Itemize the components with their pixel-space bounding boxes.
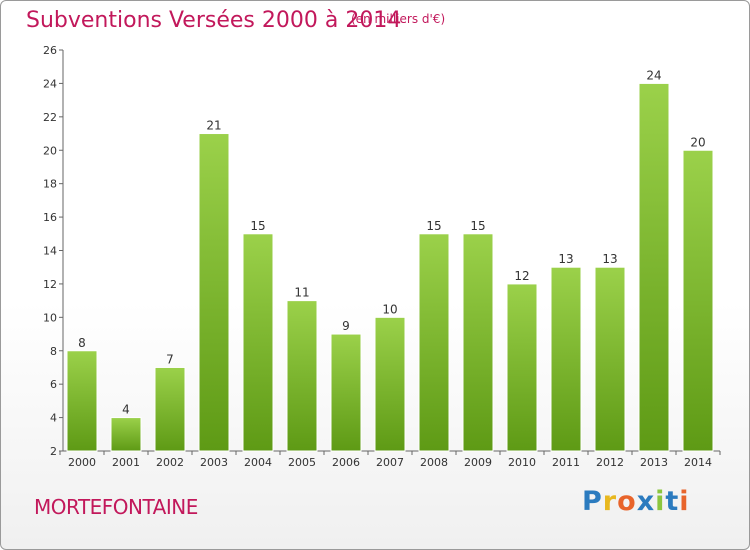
x-tick-label-2002: 2002 [156,456,184,469]
bar-2006 [330,333,362,452]
bar-2000 [66,350,98,452]
bar-2011 [550,266,582,452]
chart-subtitle: (en milliers d'€) [351,12,446,26]
y-tick-label: 12 [43,278,57,291]
data-label-2010: 12 [514,269,529,283]
data-label-2006: 9 [342,319,350,333]
data-label-2005: 11 [294,286,309,300]
data-label-2012: 13 [602,252,617,266]
data-label-2000: 8 [78,336,86,350]
data-label-2004: 15 [250,219,265,233]
x-tick-label-2003: 2003 [200,456,228,469]
bar-2007 [374,316,406,452]
y-tick-label: 10 [43,311,57,324]
x-tick-label-2010: 2010 [508,456,536,469]
data-label-2009: 15 [470,219,485,233]
chart-labels: 8 2000 4 2001 7 2002 21 2003 15 2004 11 2005 9 2006 10… [68,68,712,469]
y-tick-label: 18 [43,178,57,191]
y-tick-label: 22 [43,111,57,124]
bar-2014 [682,149,714,452]
data-label-2001: 4 [122,403,130,417]
x-tick-label-2007: 2007 [376,456,404,469]
x-tick-label-2008: 2008 [420,456,448,469]
data-label-2014: 20 [690,135,705,149]
data-label-2013: 24 [646,68,661,82]
data-label-2002: 7 [166,352,174,366]
data-label-2008: 15 [426,219,441,233]
y-tick-label: 14 [43,245,57,258]
chart-bars [66,82,714,452]
x-tick-label-2012: 2012 [596,456,624,469]
data-label-2003: 21 [206,119,221,133]
chart-title: Subventions Versées 2000 à 2014 [26,8,402,33]
data-label-2011: 13 [558,252,573,266]
data-label-2007: 10 [382,302,397,316]
x-tick-label-2004: 2004 [244,456,272,469]
x-tick-label-2005: 2005 [288,456,316,469]
bar-2002 [154,366,186,452]
y-tick-label: 24 [43,77,57,90]
bar-2010 [506,283,538,452]
bar-2012 [594,266,626,452]
y-tick-label: 20 [43,144,57,157]
bar-2003 [198,133,230,452]
proxiti-logo[interactable]: Proxiti [582,486,690,517]
commune-name: MORTEFONTAINE [34,495,198,519]
x-tick-label-2011: 2011 [552,456,580,469]
y-tick-label: 2 [50,445,57,458]
bar-2013 [638,82,670,452]
x-tick-label-2001: 2001 [112,456,140,469]
x-tick-label-2006: 2006 [332,456,360,469]
x-tick-label-2000: 2000 [68,456,96,469]
y-tick-label: 4 [50,412,57,425]
bar-2001 [110,417,142,452]
x-tick-label-2013: 2013 [640,456,668,469]
x-tick-label-2009: 2009 [464,456,492,469]
bar-2004 [242,233,274,452]
y-tick-label: 8 [50,345,57,358]
bar-2005 [286,300,318,452]
y-tick-label: 6 [50,378,57,391]
x-tick-label-2014: 2014 [684,456,712,469]
bar-2009 [462,233,494,452]
bar-2008 [418,233,450,452]
y-tick-label: 16 [43,211,57,224]
y-tick-label: 26 [43,44,57,57]
